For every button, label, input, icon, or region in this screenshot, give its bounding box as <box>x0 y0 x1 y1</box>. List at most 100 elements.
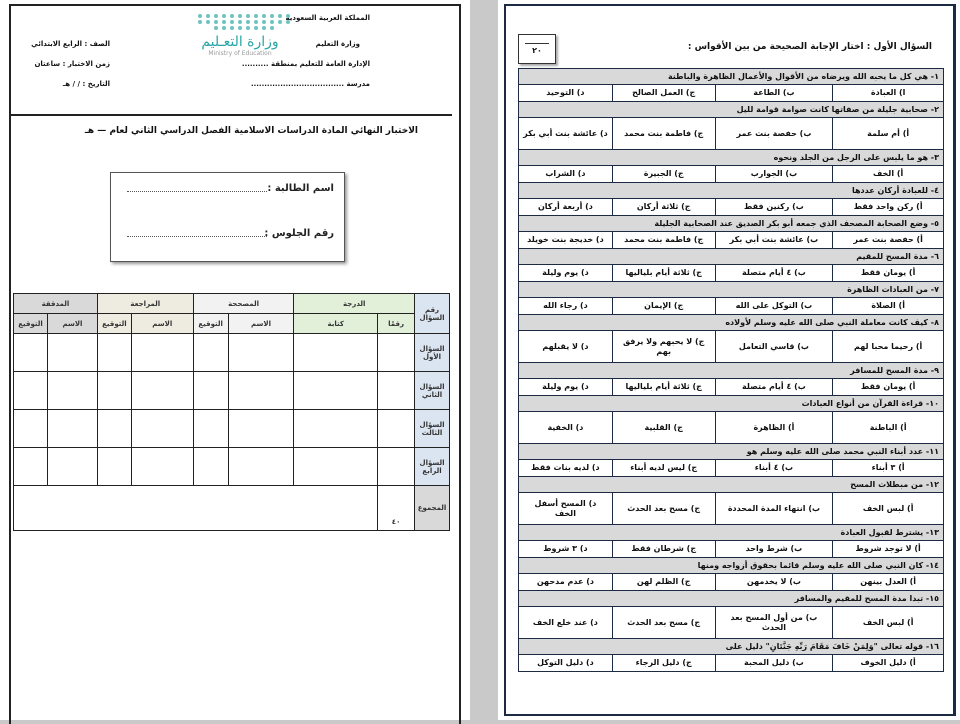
grade-cell[interactable] <box>227 447 295 486</box>
grade-cell[interactable] <box>47 409 98 448</box>
answer-option[interactable]: أ) لا توجد شروط <box>832 540 944 558</box>
grade-cell[interactable] <box>192 371 229 410</box>
grade-cell[interactable] <box>192 447 229 486</box>
answer-option[interactable]: ب) ٤ أيام متصلة <box>714 378 834 396</box>
answer-option[interactable]: ب) انتهاء المدة المحددة <box>714 492 834 525</box>
answer-option[interactable]: ب) التوكل على الله <box>714 297 834 315</box>
answer-option[interactable]: أ) أم سلمة <box>832 117 944 150</box>
answer-option[interactable]: أ) حفصة بنت عمر <box>832 231 944 249</box>
grade-cell[interactable] <box>96 371 132 410</box>
grade-cell[interactable] <box>47 333 98 372</box>
question-text: ١٢- من مبطلات المسح <box>518 476 944 493</box>
answer-option[interactable]: د) رجاء الله <box>518 297 613 315</box>
answer-option[interactable]: د) ٣ شروط <box>518 540 613 558</box>
answer-option[interactable]: ج) العمل الصالح <box>611 84 716 102</box>
grade-cell[interactable] <box>12 371 49 410</box>
answer-option[interactable]: د) خديجة بنت خويلد <box>518 231 613 249</box>
grade-cell[interactable] <box>293 447 379 486</box>
grade-cell[interactable] <box>96 447 132 486</box>
answer-option[interactable]: د) التوحيد <box>518 84 613 102</box>
answer-option[interactable]: أ) رحيما محبا لهم <box>832 330 944 363</box>
seat-number-field[interactable] <box>127 236 267 237</box>
answer-option[interactable]: د) دليل التوكل <box>518 654 613 672</box>
answer-option[interactable]: أ) ركن واحد فقط <box>832 198 944 216</box>
answer-option[interactable]: د) لديه بنات فقط <box>518 459 613 477</box>
grade-cell[interactable] <box>377 371 416 410</box>
answer-option[interactable]: د) الخفية <box>518 411 613 444</box>
grade-cell[interactable] <box>96 409 132 448</box>
grade-cell[interactable] <box>293 333 379 372</box>
answer-option[interactable]: ج) مسح بعد الحدث <box>611 492 716 525</box>
answer-option[interactable]: أ) لبس الخف <box>832 492 944 525</box>
grade-cell[interactable] <box>130 371 194 410</box>
answer-option[interactable]: ب) الطاعة <box>714 84 834 102</box>
answer-option[interactable]: د) يوم وليلة <box>518 264 613 282</box>
grade-cell[interactable] <box>130 333 194 372</box>
answer-option[interactable]: ب) لا يخدمهن <box>714 573 834 591</box>
answer-option[interactable]: ج) ثلاثة أيام بلياليها <box>611 264 716 282</box>
answer-option[interactable]: ج) الإيمان <box>611 297 716 315</box>
answer-option[interactable]: ب) من أول المسح بعد الحدث <box>714 606 834 639</box>
grade-cell[interactable] <box>12 447 49 486</box>
answer-option[interactable]: د) عائشة بنت أبي بكر <box>518 117 613 150</box>
answer-option[interactable]: ب) دليل المحبة <box>714 654 834 672</box>
answer-option[interactable]: أ) العدل بينهن <box>832 573 944 591</box>
answer-option[interactable]: أ) الخف <box>832 165 944 183</box>
answer-option[interactable]: أ) الباطنة <box>832 411 944 444</box>
grade-cell[interactable] <box>96 333 132 372</box>
answer-option[interactable]: ج) ثلاثة أركان <box>611 198 716 216</box>
grade-cell[interactable] <box>377 333 416 372</box>
answer-option[interactable]: ج) دليل الرجاء <box>611 654 716 672</box>
answer-option[interactable]: أ) الظاهرة <box>714 411 834 444</box>
answer-option[interactable]: ب) حفصة بنت عمر <box>714 117 834 150</box>
answer-option[interactable]: ج) ليس لديه أبناء <box>611 459 716 477</box>
answer-option[interactable]: ج) ثلاثة أيام بلياليها <box>611 378 716 396</box>
grade-cell[interactable] <box>227 333 295 372</box>
grade-cell[interactable] <box>130 409 194 448</box>
answer-option[interactable]: ب) عائشة بنت أبي بكر <box>714 231 834 249</box>
grade-cell[interactable] <box>47 371 98 410</box>
grade-cell[interactable] <box>227 371 295 410</box>
questions-page: ٢٠ السؤال الأول : اختار الإجابة الصحيحة … <box>498 0 960 720</box>
answer-option[interactable]: ج) فاطمة بنت محمد <box>611 231 716 249</box>
answer-option[interactable]: أ) ٣ أبناء <box>832 459 944 477</box>
answer-option[interactable]: د) عدم مدحهن <box>518 573 613 591</box>
answer-option[interactable]: ج) شرطان فقط <box>611 540 716 558</box>
answer-option[interactable]: ج) مسح بعد الحدث <box>611 606 716 639</box>
answer-option[interactable]: ا) العبادة <box>832 84 944 102</box>
student-name-field[interactable] <box>127 191 267 192</box>
answer-option[interactable]: ب) ٤ أبناء <box>714 459 834 477</box>
answer-option[interactable]: ج) الظلم لهن <box>611 573 716 591</box>
answer-option[interactable]: ج) الجبيرة <box>611 165 716 183</box>
answer-option[interactable]: أ) يومان فقط <box>832 264 944 282</box>
answer-option[interactable]: ج) فاطمة بنت محمد <box>611 117 716 150</box>
grade-cell[interactable] <box>377 447 416 486</box>
grade-cell[interactable] <box>12 333 49 372</box>
answer-option[interactable]: د) عند خلع الخف <box>518 606 613 639</box>
grade-cell[interactable] <box>377 409 416 448</box>
grade-cell[interactable] <box>12 409 49 448</box>
grade-cell[interactable] <box>192 333 229 372</box>
answer-option[interactable]: د) المسح أسفل الخف <box>518 492 613 525</box>
grade-cell[interactable] <box>130 447 194 486</box>
grade-cell[interactable] <box>293 371 379 410</box>
answer-option[interactable]: ب) الجوارب <box>714 165 834 183</box>
grade-cell[interactable] <box>192 409 229 448</box>
answer-option[interactable]: ج) لا يحبهم ولا يرفق بهم <box>611 330 716 363</box>
answer-option[interactable]: ب) ركنين فقط <box>714 198 834 216</box>
answer-option[interactable]: أ) لبس الخف <box>832 606 944 639</box>
answer-option[interactable]: ب) ٤ أيام متصلة <box>714 264 834 282</box>
answer-option[interactable]: ب) شرط واحد <box>714 540 834 558</box>
grade-cell[interactable] <box>47 447 98 486</box>
answer-option[interactable]: د) أربعة أركان <box>518 198 613 216</box>
grade-cell[interactable] <box>293 409 379 448</box>
answer-option[interactable]: د) لا يقبلهم <box>518 330 613 363</box>
answer-option[interactable]: أ) يومان فقط <box>832 378 944 396</box>
answer-option[interactable]: أ) الصلاة <box>832 297 944 315</box>
answer-option[interactable]: د) الشراب <box>518 165 613 183</box>
answer-option[interactable]: د) يوم وليلة <box>518 378 613 396</box>
grade-cell[interactable] <box>227 409 295 448</box>
answer-option[interactable]: أ) دليل الخوف <box>832 654 944 672</box>
answer-option[interactable]: ج) القلبية <box>611 411 716 444</box>
answer-option[interactable]: ب) قاسي التعامل <box>714 330 834 363</box>
